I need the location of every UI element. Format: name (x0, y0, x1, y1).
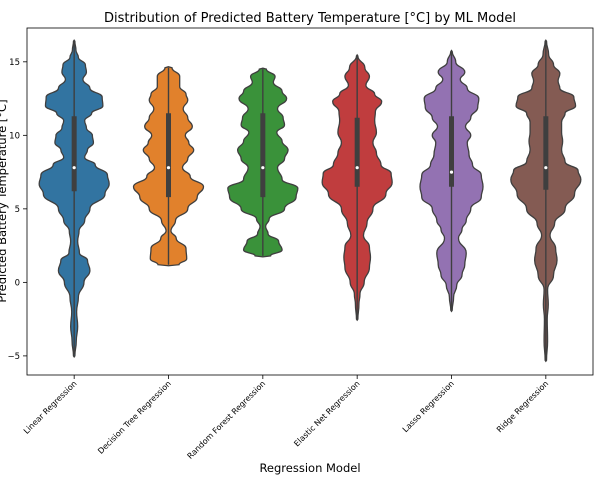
x-tick-label: Linear Regression (22, 379, 79, 436)
x-axis-label: Regression Model (259, 461, 360, 475)
y-tick-label: 5 (15, 205, 20, 215)
violin-elastic-net-regression (321, 53, 393, 322)
violins-group (38, 39, 582, 363)
x-tick-label: Decision Tree Regression (96, 379, 173, 456)
x-axis: Linear Regression Decision Tree Regressio… (22, 375, 550, 461)
violin-median-dot (72, 166, 76, 170)
violin-ridge-regression (510, 39, 582, 363)
plot-frame (26, 27, 594, 376)
x-tick-label: Lasso Regression (401, 379, 456, 434)
y-axis-label: Predicted Battery Temperature [°C] (0, 99, 9, 302)
y-tick-label: 10 (9, 131, 20, 141)
chart-title: Distribution of Predicted Battery Temper… (104, 11, 516, 26)
y-tick-label: −5 (7, 352, 20, 362)
violin-median-dot (166, 166, 171, 170)
plot-area: −5 0 5 10 15 Linear Regression Decision Tree … (7, 27, 594, 461)
violin-random-forest-regression (227, 67, 299, 258)
violin-median-dot (261, 166, 265, 170)
violin-median-dot (544, 166, 548, 170)
y-tick-label: 0 (15, 278, 20, 288)
y-tick-label: 15 (9, 58, 20, 68)
violin-median-dot (449, 170, 454, 174)
violin-median-dot (355, 166, 359, 170)
y-axis: −5 0 5 10 15 (7, 58, 27, 362)
violin-linear-regression (38, 39, 110, 359)
violin-decision-tree-regression (132, 66, 205, 267)
x-tick-label: Elastic Net Regression (292, 379, 361, 448)
x-tick-label: Random Forest Regression (186, 379, 268, 461)
violin-lasso-regression (419, 49, 484, 313)
x-tick-label: Ridge Regression (495, 379, 550, 434)
